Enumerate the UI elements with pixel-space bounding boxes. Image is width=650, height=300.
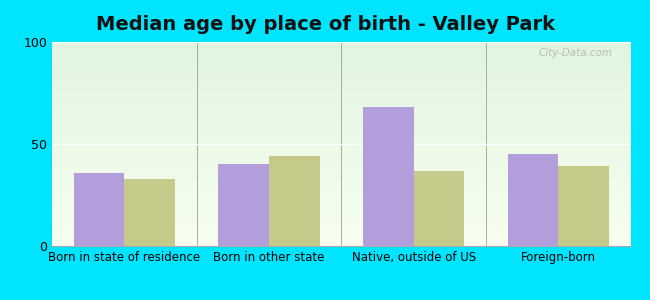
Text: Median age by place of birth - Valley Park: Median age by place of birth - Valley Pa…: [96, 15, 554, 34]
Bar: [124, 179, 175, 246]
Bar: [73, 172, 124, 246]
Text: City-Data.com: City-Data.com: [539, 48, 613, 58]
Bar: [269, 156, 320, 246]
Bar: [508, 154, 558, 246]
Legend: Valley Park, Missouri: Valley Park, Missouri: [239, 298, 443, 300]
Bar: [413, 170, 464, 246]
Bar: [363, 107, 413, 246]
Bar: [218, 164, 269, 246]
Bar: [558, 167, 609, 246]
